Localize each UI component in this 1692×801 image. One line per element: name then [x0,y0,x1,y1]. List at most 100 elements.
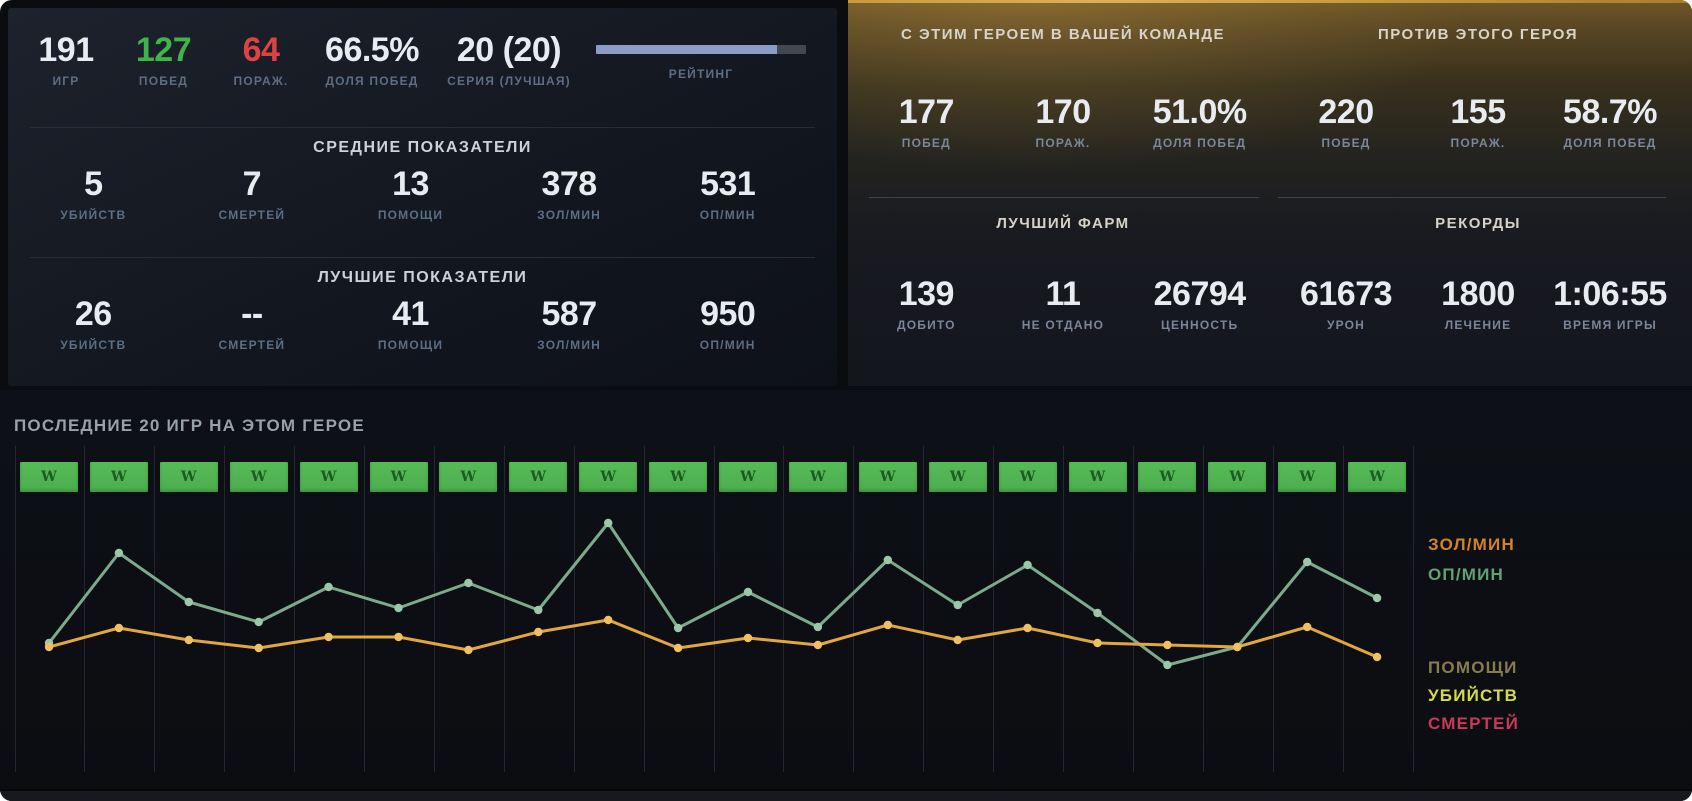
legend-deaths[interactable]: СМЕРТЕЙ [1428,714,1520,733]
chart-legend-secondary: ПОМОЩИ УБИЙСТВ СМЕРТЕЙ [1428,654,1519,738]
record-duration-label: ВРЕМЯ ИГРЫ [1563,318,1657,332]
result-letter: W [1369,469,1385,485]
series-point [1023,623,1032,633]
series-point [673,643,683,653]
result-letter: W [41,469,57,485]
match-result-11[interactable]: W [719,462,777,492]
stat-streak: 20 (20) СЕРИЯ (ЛУЧШАЯ) [433,30,585,88]
match-result-2[interactable]: W [89,462,148,492]
divider [869,197,1259,198]
result-letter: W [250,469,267,485]
match-result-13[interactable]: W [858,462,917,492]
series-point [1163,640,1172,650]
avg-kills-label: УБИЙСТВ [60,208,127,222]
result-letter: W [810,469,826,485]
series-point [464,645,473,655]
series-point [534,627,543,637]
match-result-7[interactable]: W [439,462,498,492]
legend-gold-per-min[interactable]: ЗОЛ/МИН [1428,535,1515,554]
series-point [1023,560,1032,570]
record-healing-value: 1800 [1441,275,1515,313]
farm-denies-label: НЕ ОТДАНО [1021,318,1105,332]
match-result-20[interactable]: W [1348,462,1407,492]
match-result-4[interactable]: W [229,462,288,492]
against-hero-losses: 155 ПОРАЖ. [1412,92,1544,150]
series-point [673,623,683,633]
match-result-6[interactable]: W [369,462,428,492]
match-result-17[interactable]: W [1138,462,1197,492]
best-xpm-value: 950 [700,295,756,333]
stat-winrate-value: 66.5% [325,31,419,69]
result-letter: W [600,469,617,485]
avg-deaths-value: 7 [242,165,262,203]
performance-line-chart [44,518,1382,670]
gridline [433,446,435,772]
against-hero-title: ПРОТИВ ЭТОГО ГЕРОЯ [1377,26,1579,43]
records-title: РЕКОРДЫ [1435,215,1521,232]
match-result-8[interactable]: W [509,462,568,492]
match-result-14[interactable]: W [928,462,987,492]
best-kills-value: 26 [74,295,112,333]
series-point [324,632,333,642]
series-point [743,587,753,597]
match-result-15[interactable]: W [998,462,1057,492]
avg-assists-value: 13 [392,165,429,203]
series-point [534,605,543,615]
chart-legend-primary: ЗОЛ/МИН ОП/МИН [1428,530,1515,590]
series-point [114,548,124,558]
gridline [1272,446,1274,772]
with-hero-winrate-value: 51.0% [1152,93,1247,131]
legend-assists[interactable]: ПОМОЩИ [1428,658,1518,677]
match-result-19[interactable]: W [1278,462,1337,492]
match-result-16[interactable]: W [1068,462,1127,492]
best-assists: 41 ПОМОЩИ [331,294,490,352]
series-point [604,518,613,528]
series-point [254,617,263,627]
match-result-1[interactable]: W [20,462,78,492]
match-result-12[interactable]: W [788,462,847,492]
match-result-3[interactable]: W [159,462,218,492]
best-deaths-value: -- [241,295,263,333]
recent-games-title: ПОСЛЕДНИЕ 20 ИГР НА ЭТОМ ГЕРОЕ [14,416,365,435]
series-point [1303,557,1312,567]
record-healing-label: ЛЕЧЕНИЕ [1444,318,1512,332]
record-duration: 1:06:55 ВРЕМЯ ИГРЫ [1544,274,1676,332]
match-result-9[interactable]: W [579,462,638,492]
match-result-5[interactable]: W [299,462,358,492]
match-result-10[interactable]: W [649,462,708,492]
stat-losses-value: 64 [242,31,280,69]
result-letter: W [530,469,547,485]
gold-top-border [848,0,1692,3]
overview-stats-row: 191 ИГР 127 ПОБЕД 64 ПОРАЖ. 66.5% ДОЛЯ П… [16,30,827,88]
match-result-18[interactable]: W [1208,462,1267,492]
series-point [184,597,193,607]
gridline [1342,446,1344,772]
gridline [643,446,645,772]
farm-networth-label: ЦЕННОСТЬ [1160,318,1239,332]
best-farm-title: ЛУЧШИЙ ФАРМ [996,215,1130,232]
against-hero-stats: 220 ПОБЕД 155 ПОРАЖ. 58.7% ДОЛЯ ПОБЕД [1280,92,1676,150]
bests-title: ЛУЧШИЕ ПОКАЗАТЕЛИ [317,269,528,286]
best-gpm: 587 ЗОЛ/МИН [490,294,649,352]
result-letter: W [180,469,197,485]
legend-kills[interactable]: УБИЙСТВ [1428,686,1519,705]
avg-gpm: 378 ЗОЛ/МИН [490,164,649,222]
series-point [324,582,333,592]
series-point [953,635,962,645]
best-assists-value: 41 [392,295,429,333]
gridline [923,446,925,772]
legend-xp-per-min[interactable]: ОП/МИН [1428,565,1505,584]
against-hero-winrate-label: ДОЛЯ ПОБЕД [1563,136,1657,150]
farm-lasthits: 139 ДОБИТО [858,274,995,332]
with-hero-losses: 170 ПОРАЖ. [995,92,1132,150]
best-gpm-label: ЗОЛ/МИН [537,338,602,352]
gridline [1412,446,1414,772]
with-hero-stats: 177 ПОБЕД 170 ПОРАЖ. 51.0% ДОЛЯ ПОБЕД [858,92,1268,150]
series-point [883,555,892,565]
best-xpm: 950 ОП/МИН [648,294,807,352]
series-line-ОП/МИН [47,521,1378,667]
avg-gpm-value: 378 [541,165,597,203]
against-hero-wins: 220 ПОБЕД [1280,92,1412,150]
with-hero-title: С ЭТИМ ГЕРОЕМ В ВАШЕЙ КОМАНДЕ [900,26,1226,43]
